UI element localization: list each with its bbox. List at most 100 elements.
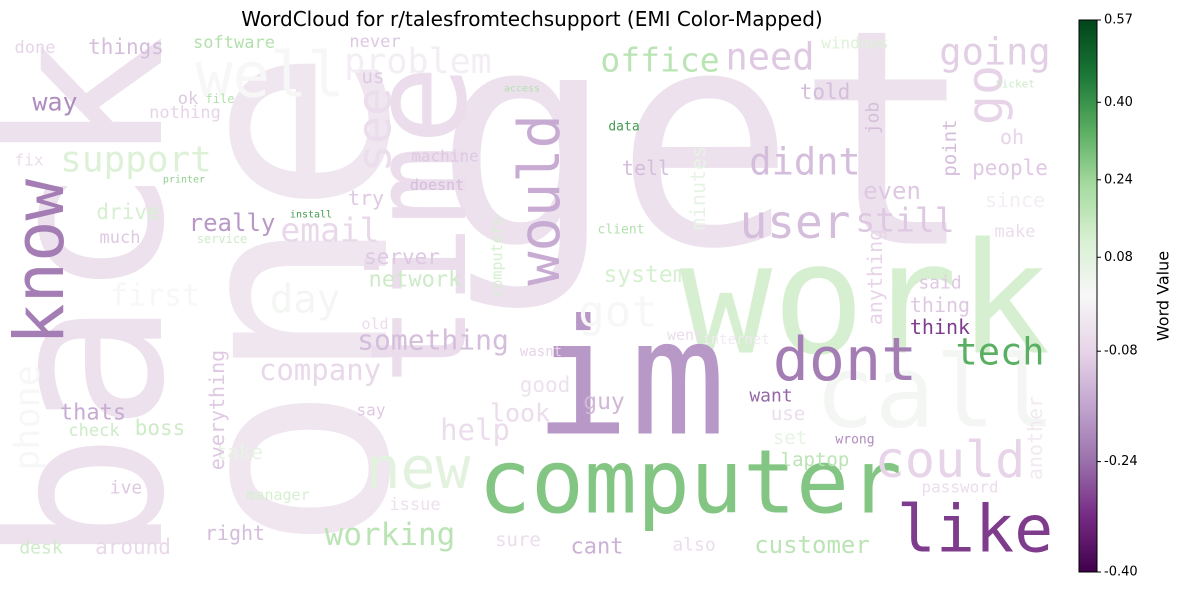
word: like xyxy=(897,493,1054,568)
word: new xyxy=(366,434,471,502)
word: point xyxy=(939,119,961,176)
word: computers xyxy=(488,216,506,297)
word: phone xyxy=(8,365,48,470)
word: printer xyxy=(163,175,205,186)
word: tell xyxy=(622,156,670,180)
word: internet xyxy=(702,332,769,348)
word: anything xyxy=(863,229,887,325)
word: one xyxy=(127,47,453,553)
word: system xyxy=(603,262,686,288)
word: tech xyxy=(955,331,1044,374)
word: went xyxy=(667,326,703,344)
word: really xyxy=(189,209,276,237)
colorbar-tick-label: -0.08 xyxy=(1104,344,1138,359)
word: told xyxy=(800,80,851,104)
word: got xyxy=(578,287,657,338)
colorbar-tick-label: -0.24 xyxy=(1104,454,1138,469)
word: password xyxy=(921,478,998,497)
word: ticket xyxy=(995,78,1035,91)
word: something xyxy=(357,324,509,357)
word: user xyxy=(740,195,851,249)
word: dont xyxy=(773,325,918,395)
word: could xyxy=(875,431,1026,489)
word: another xyxy=(1023,396,1047,480)
word: problem xyxy=(344,42,492,82)
word: computer xyxy=(478,431,902,534)
word: check xyxy=(68,421,119,441)
word: going xyxy=(939,31,1050,74)
word: never xyxy=(349,32,400,52)
word: install xyxy=(290,210,332,221)
word: wasnt xyxy=(520,344,562,360)
word: well xyxy=(195,39,344,112)
word: software xyxy=(193,33,275,53)
word: drive xyxy=(96,200,159,224)
word: much xyxy=(100,228,141,248)
word: ok xyxy=(178,89,198,109)
word: right xyxy=(205,521,265,545)
word: still xyxy=(855,201,954,240)
word: minutes xyxy=(686,146,710,230)
word: said xyxy=(918,273,961,294)
word: office xyxy=(600,41,719,80)
word: old xyxy=(361,315,388,333)
word: set xyxy=(773,427,807,449)
word: get xyxy=(434,0,976,315)
word: sure xyxy=(495,529,541,551)
word: know xyxy=(0,178,80,345)
word: wrong xyxy=(835,433,874,448)
word: cant xyxy=(571,535,624,560)
word: would xyxy=(507,114,573,286)
word: thats xyxy=(60,401,126,426)
word: around xyxy=(95,535,171,559)
word: go xyxy=(956,65,1014,125)
word: doesnt xyxy=(410,176,464,194)
word: working xyxy=(325,517,456,553)
word: want xyxy=(749,386,792,407)
word: try xyxy=(348,186,384,210)
word: im xyxy=(534,285,727,472)
word: client xyxy=(598,223,645,238)
word: nothing xyxy=(149,103,221,123)
word: boss xyxy=(135,416,186,440)
word: service xyxy=(197,232,248,246)
word: good xyxy=(520,373,571,397)
word: company xyxy=(259,353,381,387)
word: make xyxy=(995,222,1036,242)
word: network xyxy=(369,268,462,293)
colorbar-tick-label: 0.08 xyxy=(1104,250,1133,265)
colorbar xyxy=(1078,19,1098,573)
word: take xyxy=(215,440,263,464)
word: see xyxy=(348,88,403,173)
word: call xyxy=(815,334,1056,451)
word: people xyxy=(972,156,1048,180)
word: machine xyxy=(411,147,478,166)
word: didnt xyxy=(749,141,860,184)
word: us xyxy=(362,66,385,88)
word: everything xyxy=(205,350,229,470)
word: job xyxy=(863,102,884,135)
word: laptop xyxy=(781,449,850,471)
word: work xyxy=(680,211,1051,390)
word: manager xyxy=(246,486,309,504)
word: first xyxy=(110,279,200,314)
word: customer xyxy=(754,531,870,559)
word: time xyxy=(343,65,497,385)
word: help xyxy=(440,413,510,447)
word: fix xyxy=(15,151,44,170)
word: since xyxy=(985,188,1045,212)
colorbar-tick-label: 0.40 xyxy=(1104,95,1133,110)
word: back xyxy=(0,35,213,565)
word: email xyxy=(280,211,379,250)
word: windows xyxy=(821,34,888,53)
word: even xyxy=(863,177,921,205)
word: think xyxy=(910,315,970,339)
word: say xyxy=(357,401,386,420)
colorbar-tick-label: 0.57 xyxy=(1104,13,1133,28)
word: oh xyxy=(1000,125,1024,149)
word: desk xyxy=(19,538,63,559)
word: done xyxy=(15,38,56,58)
word: use xyxy=(771,403,805,425)
word: support xyxy=(60,140,212,181)
colorbar-tick-label: 0.24 xyxy=(1104,172,1133,187)
